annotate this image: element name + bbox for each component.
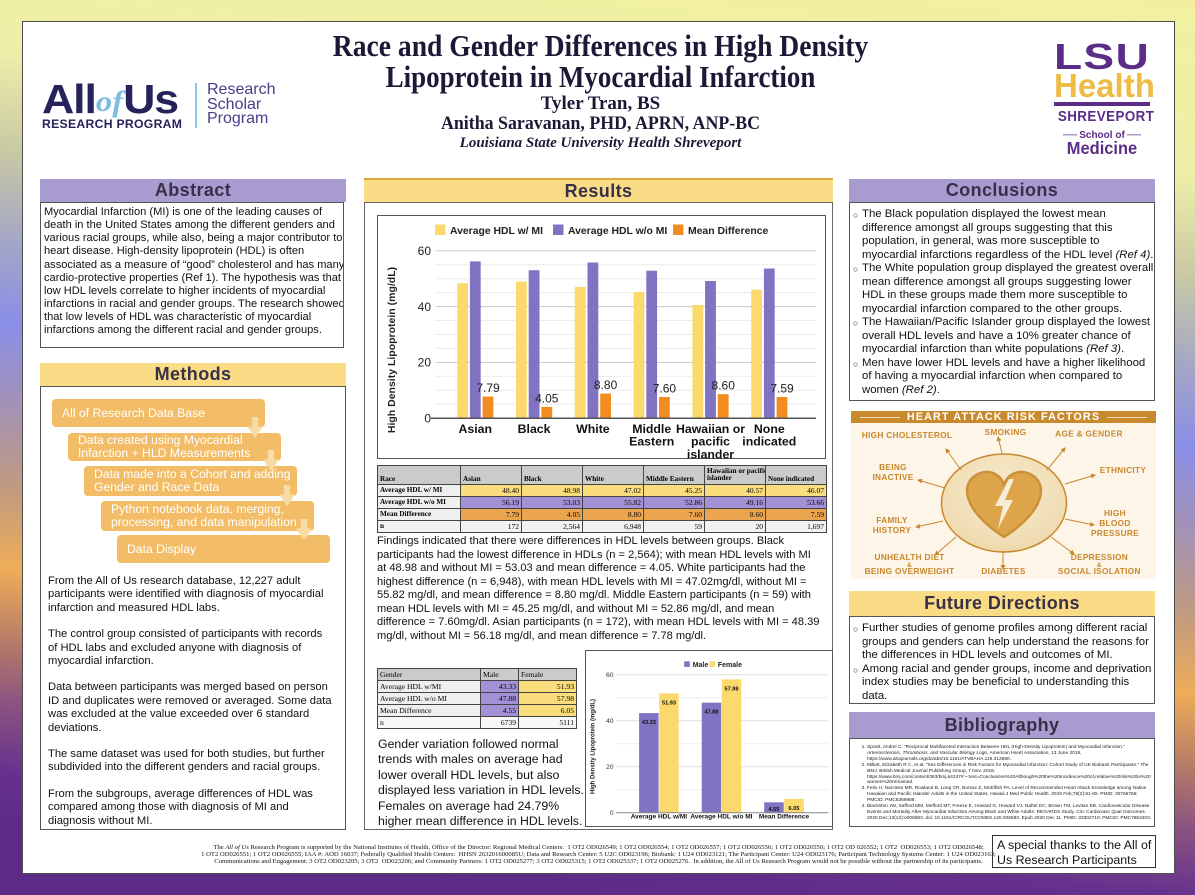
svg-text:40: 40 <box>606 718 614 725</box>
svg-text:AGE & GENDER: AGE & GENDER <box>1055 429 1123 439</box>
svg-text:None: None <box>754 422 785 436</box>
svg-text:47.88: 47.88 <box>704 710 718 716</box>
svg-text:PRESSURE: PRESSURE <box>1091 528 1139 538</box>
svg-text:20: 20 <box>418 356 432 370</box>
svg-text:High Density Lipoprotein (mg/d: High Density Lipoprotein (mg/dL) <box>386 267 398 433</box>
svg-text:ETHNICITY: ETHNICITY <box>1100 465 1147 475</box>
svg-text:SOCIAL ISOLATION: SOCIAL ISOLATION <box>1058 566 1141 576</box>
svg-text:Black: Black <box>518 422 551 436</box>
svg-text:40: 40 <box>418 300 432 314</box>
svg-text:FAMILY: FAMILY <box>876 515 908 525</box>
svg-text:6.05: 6.05 <box>789 806 800 812</box>
svg-text:4.55: 4.55 <box>768 807 779 813</box>
svg-text:&: & <box>1097 562 1102 569</box>
svg-text:43.33: 43.33 <box>642 720 656 726</box>
svg-text:White: White <box>576 422 610 436</box>
svg-text:Average HDL w/ MI: Average HDL w/ MI <box>450 226 543 237</box>
svg-text:islander: islander <box>687 447 734 460</box>
svg-text:BEING: BEING <box>879 462 907 472</box>
svg-text:SMOKING: SMOKING <box>985 427 1027 437</box>
svg-text:HIGH: HIGH <box>1104 508 1126 518</box>
svg-text:pacific: pacific <box>691 435 730 449</box>
svg-text:0: 0 <box>424 412 431 426</box>
svg-text:BEING OVERWEIGHT: BEING OVERWEIGHT <box>865 566 955 576</box>
svg-text:60: 60 <box>418 244 432 258</box>
svg-text:DEPRESSION: DEPRESSION <box>1071 552 1128 562</box>
svg-text:60: 60 <box>606 672 614 679</box>
svg-text:DIABETES: DIABETES <box>981 566 1026 576</box>
svg-text:20: 20 <box>606 764 614 771</box>
svg-text:8.60: 8.60 <box>712 379 736 393</box>
svg-text:BLOOD: BLOOD <box>1099 518 1130 528</box>
svg-text:4.05: 4.05 <box>535 391 559 405</box>
svg-text:57.98: 57.98 <box>725 686 739 692</box>
svg-text:7.59: 7.59 <box>770 382 794 396</box>
svg-text:Middle: Middle <box>632 422 671 436</box>
svg-text:0: 0 <box>610 810 614 817</box>
svg-text:Male: Male <box>693 662 709 669</box>
svg-text:51.93: 51.93 <box>662 700 676 706</box>
svg-text:Average HDL w/MI: Average HDL w/MI <box>631 814 688 821</box>
svg-text:Female: Female <box>718 662 742 669</box>
svg-text:Asian: Asian <box>459 422 493 436</box>
svg-text:INACTIVE: INACTIVE <box>872 472 913 482</box>
svg-text:indicated: indicated <box>742 435 796 449</box>
svg-text:Hawaiian or: Hawaiian or <box>676 422 745 436</box>
svg-text:High Density Lipoprotein (mg/d: High Density Lipoprotein (mg/dL) <box>591 699 597 794</box>
svg-text:Mean Difference: Mean Difference <box>759 814 810 821</box>
svg-text:HIGH CHOLESTEROL: HIGH CHOLESTEROL <box>862 430 953 440</box>
svg-text:8.80: 8.80 <box>594 378 618 392</box>
svg-text:Average HDL w/o MI: Average HDL w/o MI <box>690 814 752 821</box>
svg-text:Average HDL w/o MI: Average HDL w/o MI <box>568 226 667 237</box>
svg-text:7.60: 7.60 <box>653 382 677 396</box>
svg-text:7.79: 7.79 <box>476 381 500 395</box>
svg-text:Mean Difference: Mean Difference <box>688 226 768 237</box>
svg-text:Eastern: Eastern <box>629 435 674 449</box>
svg-text:HISTORY: HISTORY <box>873 525 912 535</box>
svg-text:UNHEALTH DIET: UNHEALTH DIET <box>875 552 945 562</box>
svg-text:&: & <box>907 562 912 569</box>
